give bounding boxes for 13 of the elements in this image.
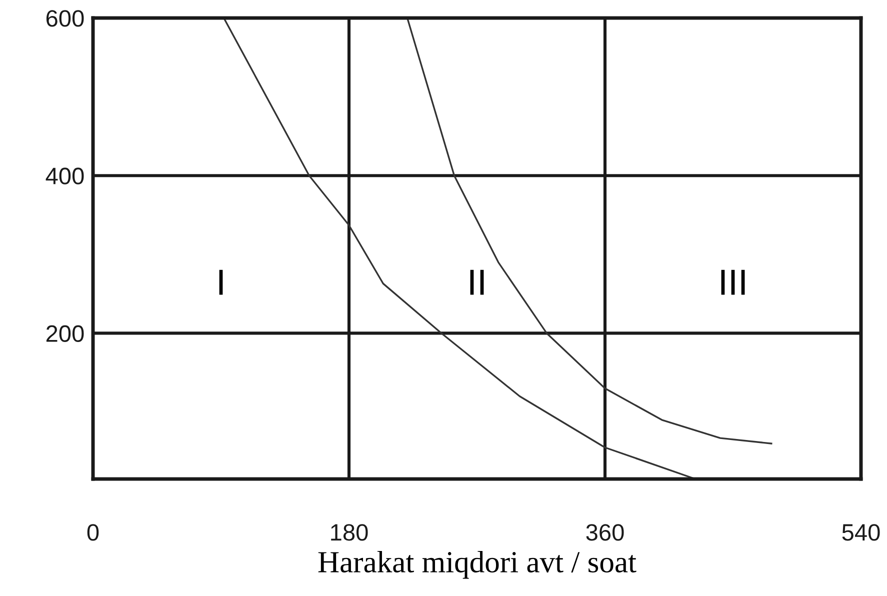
x-tick-label: 540 bbox=[842, 524, 880, 541]
x-axis-title: Harakat miqdori avt / soat bbox=[318, 551, 636, 579]
annotation: I bbox=[219, 270, 223, 295]
annotation: II bbox=[470, 270, 484, 295]
y-tick-label: 600 bbox=[46, 10, 84, 27]
y-tick-label: 200 bbox=[46, 325, 84, 342]
line-series bbox=[223, 18, 694, 479]
line-series bbox=[406, 18, 772, 444]
x-tick-label: 180 bbox=[331, 524, 368, 541]
y-tick-label: 400 bbox=[46, 168, 84, 184]
annotation: III bbox=[721, 270, 745, 295]
x-tick-label: 360 bbox=[586, 524, 624, 541]
x-tick-label: 0 bbox=[87, 524, 99, 541]
